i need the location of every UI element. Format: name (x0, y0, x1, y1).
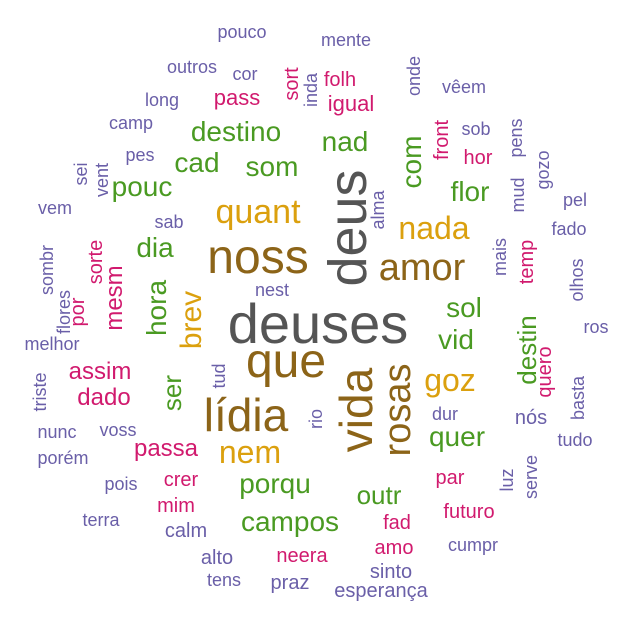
word-front: front (431, 119, 453, 161)
word-flor: flor (450, 176, 490, 207)
word-futuro: futuro (443, 501, 495, 523)
word-assim: assim (68, 358, 132, 385)
word-pens: pens (506, 118, 526, 158)
word-sob: sob (461, 119, 491, 139)
word-mim: mim (157, 495, 195, 517)
word-sab: sab (154, 212, 184, 232)
word-basta: basta (568, 375, 588, 421)
word-serve: serve (521, 454, 541, 500)
word-fado: fado (551, 219, 587, 239)
word-mud: mud (508, 177, 528, 213)
word-olhos: olhos (567, 258, 587, 302)
word-nos: nós (514, 407, 548, 429)
word-deus: deus (318, 169, 378, 287)
word-sorte: sorte (85, 239, 107, 285)
word-camp: camp (108, 113, 154, 133)
word-calm: calm (164, 520, 208, 542)
word-mais: mais (490, 237, 510, 277)
word-brev: brev (175, 290, 208, 350)
word-sort: sort (281, 67, 303, 101)
word-outr: outr (356, 480, 402, 510)
word-deuses: deuses (227, 292, 409, 355)
word-par: par (435, 467, 465, 489)
word-amor: amor (378, 247, 466, 289)
word-flores: flores (54, 289, 74, 335)
word-hor: hor (463, 147, 493, 169)
word-rio: rio (306, 408, 326, 430)
word-nem: nem (218, 434, 282, 470)
word-dur: dur (431, 404, 459, 424)
word-voss: voss (99, 420, 137, 440)
word-rosas: rosas (377, 363, 419, 457)
word-porem: porém (37, 448, 89, 468)
word-luz: luz (497, 468, 517, 492)
word-nunc: nunc (37, 422, 77, 442)
word-nest: nest (254, 280, 290, 300)
word-alma: alma (368, 190, 388, 230)
word-goz: goz (424, 362, 476, 398)
word-nad: nad (321, 126, 369, 157)
word-onde: onde (404, 55, 424, 97)
word-porqu: porqu (239, 468, 311, 499)
word-com: com (396, 135, 427, 189)
word-igual: igual (327, 91, 375, 116)
word-vent: vent (92, 162, 112, 198)
word-vid: vid (438, 324, 474, 355)
word-dado: dado (77, 384, 131, 411)
word-tudo: tudo (557, 430, 593, 450)
word-cor: cor (232, 64, 258, 84)
word-destino: destino (190, 116, 282, 147)
word-vida: vida (330, 367, 382, 453)
word-tud: tud (209, 363, 229, 389)
word-crer: crer (163, 469, 199, 491)
word-mente: mente (320, 30, 372, 50)
word-temp: temp (516, 239, 538, 285)
word-quer: quer (428, 421, 486, 452)
word-esperanca: esperança (334, 580, 428, 602)
word-folh: folh (323, 69, 357, 91)
word-quero: quero (534, 346, 556, 398)
word-quant: quant (215, 193, 301, 231)
word-sombr: sombr (37, 244, 57, 296)
word-amo: amo (374, 537, 414, 559)
word-passa: passa (133, 435, 199, 462)
word-sinto: sinto (369, 561, 413, 583)
word-terra: terra (82, 510, 120, 530)
word-noss: noss (207, 231, 309, 284)
word-lidia: lídia (203, 389, 289, 441)
word-inda: inda (301, 72, 321, 108)
word-veem: vêem (441, 77, 487, 97)
word-pois: pois (104, 474, 138, 494)
word-long: long (144, 90, 180, 110)
word-que: que (245, 335, 327, 388)
word-vem: vem (37, 198, 73, 218)
word-tens: tens (206, 570, 242, 590)
word-pass: pass (213, 85, 261, 110)
word-campos: campos (240, 506, 340, 537)
word-outros: outros (166, 57, 218, 77)
word-nada: nada (398, 210, 470, 246)
word-triste: triste (30, 372, 50, 412)
word-som: som (245, 151, 299, 182)
word-cad: cad (174, 147, 220, 178)
word-melhor: melhor (24, 334, 80, 354)
word-cumpr: cumpr (447, 535, 499, 555)
word-hora: hora (141, 279, 172, 337)
word-ros: ros (583, 317, 609, 337)
word-alto: alto (200, 547, 234, 569)
word-praz: praz (270, 572, 310, 594)
word-pel: pel (562, 190, 588, 210)
word-sol: sol (446, 292, 482, 323)
word-dia: dia (136, 232, 174, 263)
word-pouco: pouco (217, 22, 267, 42)
word-gozo: gozo (533, 150, 553, 190)
word-pouc: pouc (111, 171, 173, 202)
word-neera: neera (276, 545, 328, 567)
word-ser: ser (157, 374, 187, 412)
word-pes: pes (125, 145, 155, 165)
word-fad: fad (383, 512, 411, 534)
word-sei: sei (71, 162, 91, 186)
